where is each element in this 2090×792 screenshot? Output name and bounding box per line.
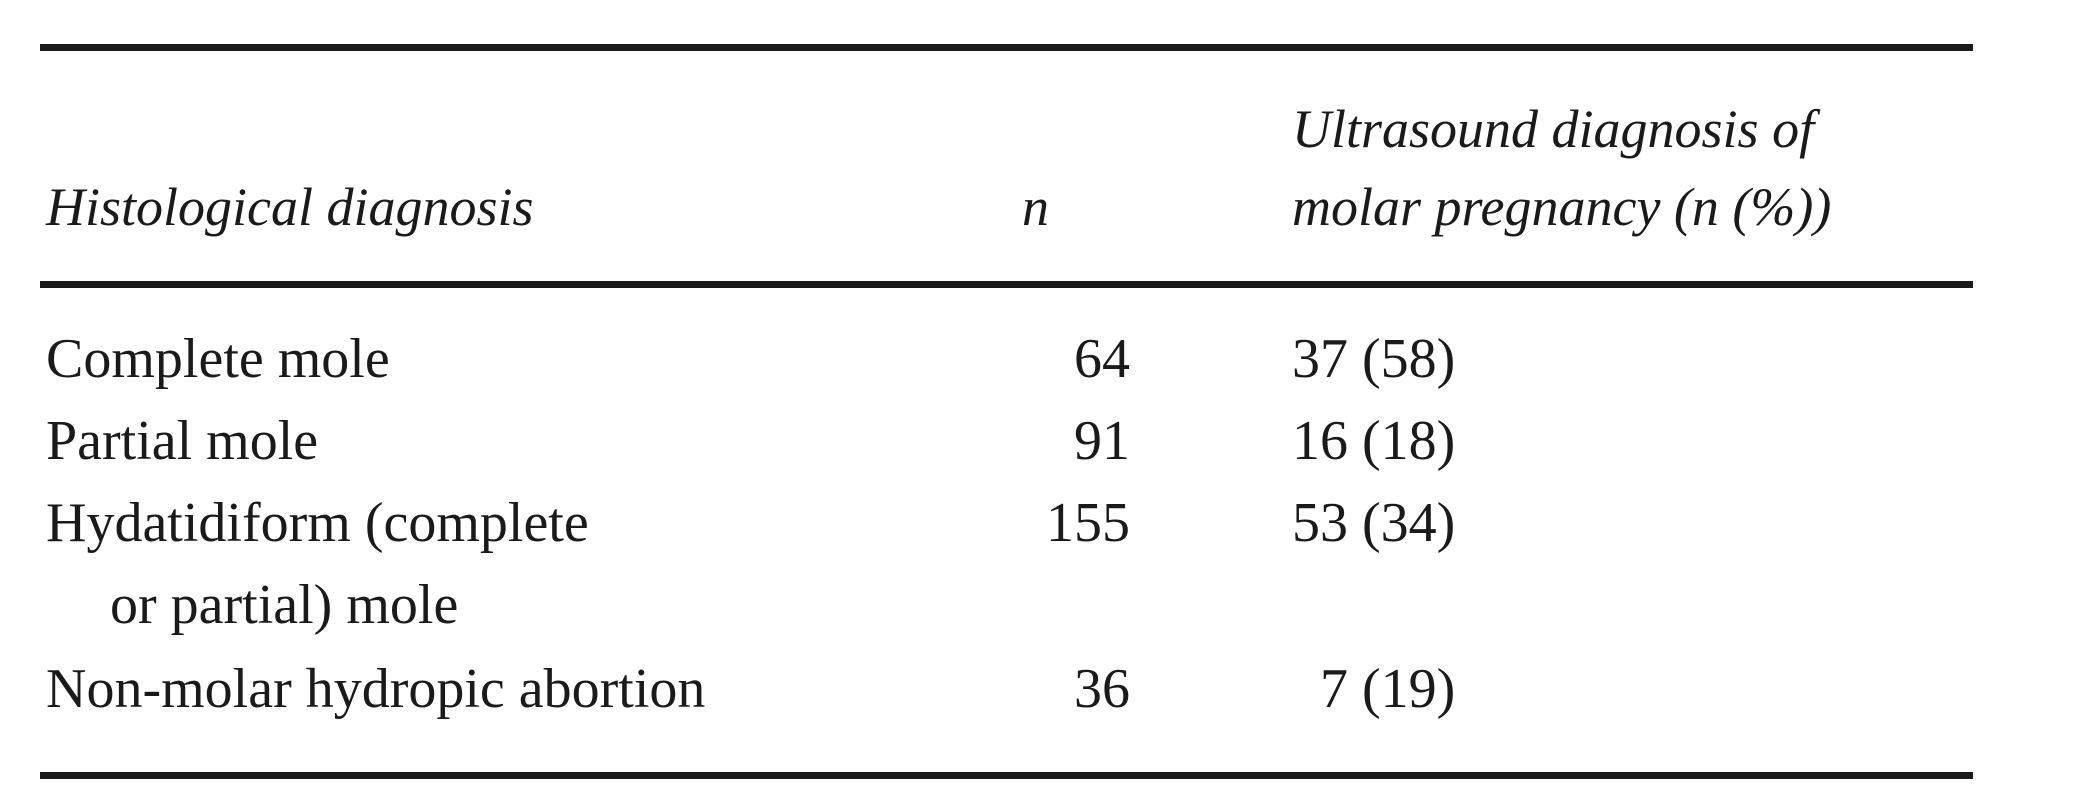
row-ultrasound: 7 (19)	[1320, 658, 1456, 720]
row-label-continuation: or partial) mole	[110, 574, 459, 636]
row-ultrasound: 37 (58)	[1292, 328, 1456, 390]
row-n: 64	[1074, 328, 1130, 390]
row-label: Partial mole	[46, 410, 319, 472]
row-ultrasound: 16 (18)	[1292, 410, 1456, 472]
header-n: n	[1022, 177, 1049, 237]
row-ultrasound: 53 (34)	[1292, 492, 1456, 554]
header-ultrasound-diagnosis: Ultrasound diagnosis of molar pregnancy …	[1292, 90, 1831, 246]
table-bottom-rule	[40, 772, 1973, 779]
row-label-line1: Hydatidiform (complete	[46, 492, 589, 554]
row-label: Non-molar hydropic abortion	[46, 658, 706, 720]
table-header-rule	[40, 281, 1973, 288]
row-n: 36	[1074, 658, 1130, 720]
row-label: Hydatidiform (complete or partial) mole	[46, 482, 589, 646]
row-label: Complete mole	[46, 328, 390, 390]
row-n: 91	[1074, 410, 1130, 472]
header-ultrasound-line2: molar pregnancy (n (%))	[1292, 177, 1832, 237]
table-top-rule	[40, 44, 1973, 51]
header-histological-diagnosis: Histological diagnosis	[46, 177, 534, 237]
row-n: 155	[1046, 492, 1130, 554]
header-ultrasound-line1: Ultrasound diagnosis of	[1292, 99, 1815, 159]
